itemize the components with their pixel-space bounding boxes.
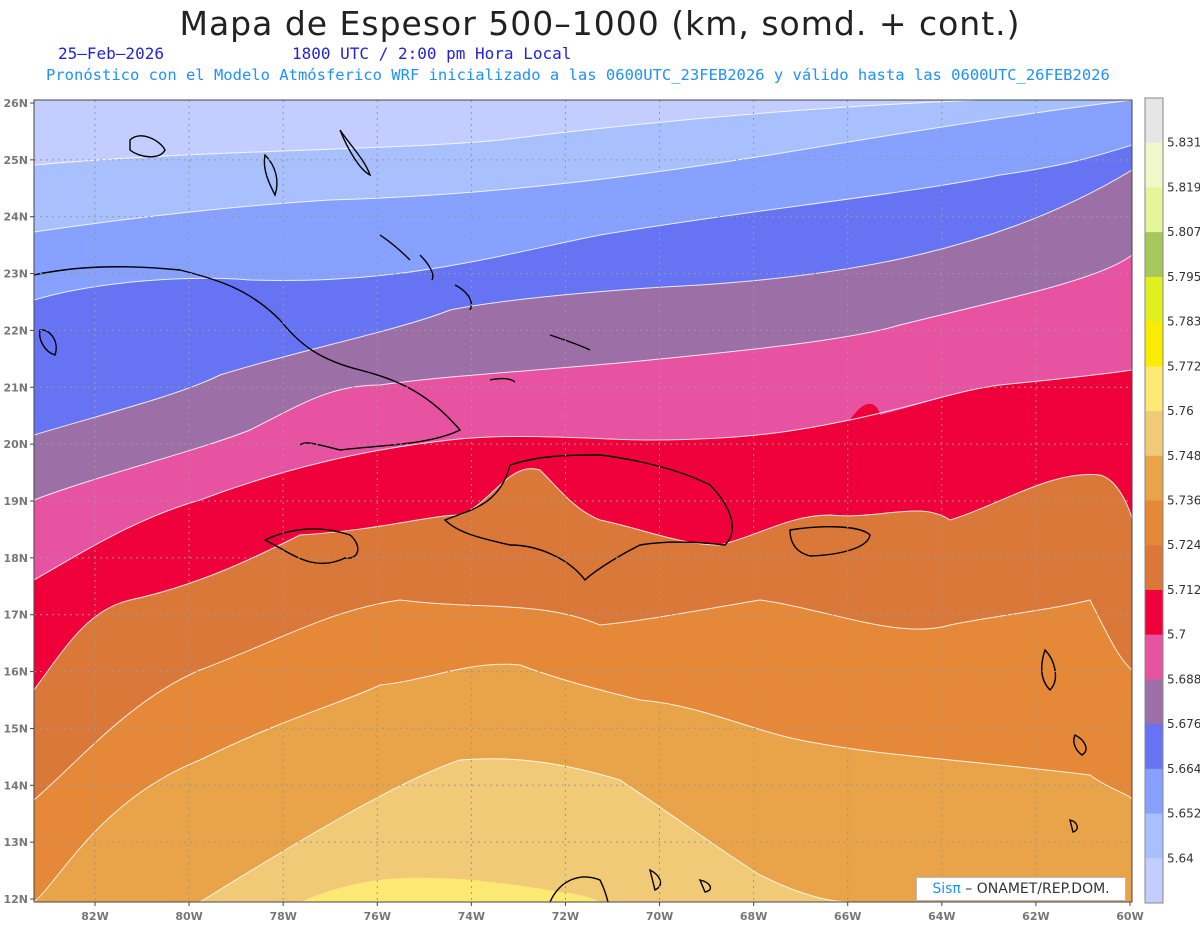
lon-tick-label: 64W: [928, 910, 955, 923]
lon-tick-label: 74W: [458, 910, 485, 923]
colorbar-label: 5.664: [1167, 762, 1200, 776]
colorbar-segment: [1145, 98, 1163, 144]
colorbar-segment: [1145, 187, 1163, 233]
lat-tick-label: 26N: [3, 97, 28, 110]
colorbar-label: 5.831: [1167, 136, 1200, 150]
lat-tick-label: 12N: [3, 893, 28, 906]
colorbar-label: 5.795: [1167, 270, 1200, 284]
colorbar-segment: [1145, 768, 1163, 815]
colorbar-label: 5.724: [1167, 538, 1200, 552]
colorbar-segment: [1145, 545, 1163, 591]
grid-lines: [34, 100, 1132, 902]
lat-tick-label: 20N: [3, 438, 28, 451]
lon-tick-label: 82W: [81, 910, 108, 923]
lat-tick-label: 19N: [3, 495, 28, 508]
colorbar-segment: [1145, 142, 1163, 188]
coastlines: [34, 129, 1087, 902]
credit-box: Sisπ – ONAMET/REP.DOM.: [916, 877, 1126, 901]
lon-tick-label: 60W: [1116, 910, 1143, 923]
colorbar-label: 5.819: [1167, 180, 1200, 194]
colorbar-label: 5.736: [1167, 494, 1200, 508]
colorbar-segment: [1145, 858, 1163, 904]
colorbar-label: 5.688: [1167, 672, 1200, 686]
longitude-ticks: 82W 80W 78W 76W 74W 72W 70W 68W 66W 64W 62W 60W: [81, 902, 1144, 923]
colorbar-segment: [1145, 366, 1163, 412]
lat-tick-label: 25N: [3, 154, 28, 167]
colorbar-segment: [1145, 634, 1163, 680]
colorbar-segment: [1145, 455, 1163, 501]
colorbar-segment: [1145, 232, 1163, 278]
lat-tick-label: 21N: [3, 381, 28, 394]
valid-date: 25–Feb–2026: [58, 44, 164, 63]
credit-source: – ONAMET/REP.DOM.: [960, 881, 1110, 897]
lat-tick-label: 24N: [3, 211, 28, 224]
thickness-bands: [34, 100, 1132, 902]
colorbar-label: 5.807: [1167, 225, 1200, 239]
colorbar-label: 5.652: [1167, 807, 1200, 821]
colorbar-segment: [1145, 589, 1163, 636]
lat-tick-label: 14N: [3, 779, 28, 792]
lon-tick-label: 76W: [364, 910, 391, 923]
colorbar-label: 5.64: [1167, 851, 1194, 865]
lon-tick-label: 80W: [175, 910, 202, 923]
colorbar-segment: [1145, 500, 1163, 546]
colorbar-label: 5.676: [1167, 717, 1200, 731]
latitude-ticks: 26N 25N 24N 23N 22N 21N 20N 19N 18N 17N 16N 15N 14N 1…: [3, 97, 34, 906]
lat-tick-label: 23N: [3, 268, 28, 281]
colorbar-segment: [1145, 411, 1163, 457]
lon-tick-label: 70W: [646, 910, 673, 923]
colorbar-segment: [1145, 276, 1163, 323]
lat-tick-label: 22N: [3, 324, 28, 337]
colorbar: 5.831 5.819 5.807 5.795 5.783 5.772 5.76 5.748 5…: [1144, 97, 1200, 904]
colorbar-label: 5.712: [1167, 583, 1200, 597]
colorbar-frame: [1144, 97, 1164, 904]
colorbar-label: 5.772: [1167, 359, 1200, 373]
credit-sis: Sisπ: [932, 881, 961, 897]
colorbar-label: 5.76: [1167, 404, 1194, 418]
lat-tick-label: 18N: [3, 552, 28, 565]
page-title: Mapa de Espesor 500–1000 (km, somd. + co…: [179, 4, 1021, 43]
colorbar-label: 5.7: [1167, 628, 1186, 642]
lat-tick-label: 16N: [3, 666, 28, 679]
lon-tick-label: 66W: [834, 910, 861, 923]
colorbar-segment: [1145, 724, 1163, 770]
lon-tick-label: 62W: [1022, 910, 1049, 923]
lon-tick-label: 72W: [552, 910, 579, 923]
valid-time: 1800 UTC / 2:00 pm Hora Local: [292, 44, 572, 63]
lat-tick-label: 13N: [3, 836, 28, 849]
colorbar-label: 5.748: [1167, 449, 1200, 463]
lon-tick-label: 78W: [269, 910, 296, 923]
lat-tick-label: 17N: [3, 609, 28, 622]
colorbar-segment: [1145, 679, 1163, 725]
colorbar-label: 5.783: [1167, 315, 1200, 329]
forecast-info: Pronóstico con el Modelo Atmósferico WRF…: [46, 66, 1110, 84]
colorbar-segment: [1145, 813, 1163, 859]
colorbar-segment: [1145, 321, 1163, 367]
lat-tick-label: 15N: [3, 722, 28, 735]
lon-tick-label: 68W: [740, 910, 767, 923]
